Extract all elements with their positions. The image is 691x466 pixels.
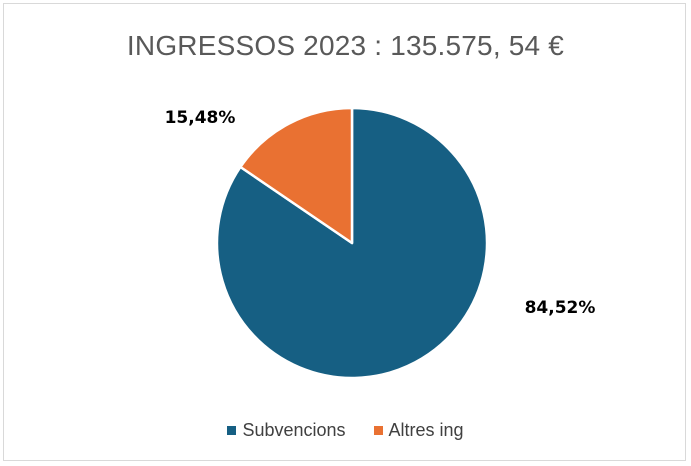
data-label-altres-ing: 15,48% (165, 108, 236, 128)
legend-swatch (373, 426, 383, 435)
data-label-subvencions: 84,52% (525, 298, 596, 318)
legend-item-altres-ing: Altres ing (373, 420, 464, 441)
legend-swatch (227, 426, 237, 435)
pie-slice-altres-ing (239, 106, 354, 245)
legend-label: Subvencions (242, 420, 346, 440)
chart-legend: Subvencions Altres ing (0, 420, 691, 441)
legend-label: Altres ing (388, 420, 464, 440)
legend-item-subvencions: Subvencions (227, 420, 346, 441)
chart-title: INGRESSOS 2023 : 135.575, 54 € (126, 30, 565, 61)
